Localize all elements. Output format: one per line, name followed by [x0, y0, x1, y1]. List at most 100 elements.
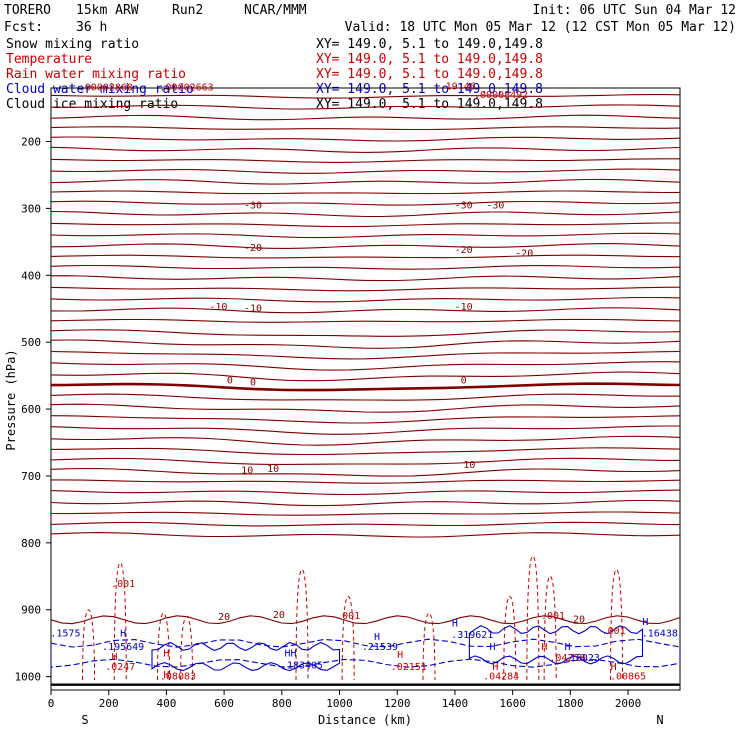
rain-water-contour: [543, 575, 557, 680]
isotherm-line: [50, 532, 681, 538]
header-fcst-value: 36 h: [76, 20, 107, 35]
isotherm-label: 0: [250, 378, 256, 389]
isotherm-line: [50, 511, 681, 516]
isotherm-line: [50, 403, 681, 413]
rain-water-label: 19.46: [446, 81, 476, 92]
maximum-marker: H: [489, 642, 495, 653]
legend-name-cloud-ice: Cloud ice mixing ratio: [6, 97, 178, 112]
rain-water-contour: [157, 612, 171, 680]
header-fcst-label: Fcst:: [4, 20, 43, 35]
isotherm-line: [50, 126, 681, 131]
rain-water-label: .04258: [549, 653, 585, 664]
isotherm-line: [50, 210, 681, 218]
rain-water-label: .04284: [483, 671, 519, 682]
direction-north: N: [656, 713, 663, 727]
y-tick-label: 900: [21, 604, 41, 617]
isotherm-line: [50, 190, 681, 195]
isotherm-line: [50, 264, 681, 270]
header-valid: Valid: 18 UTC Mon 05 Mar 12 (12 CST Mon …: [345, 20, 736, 35]
isotherm-label: 10: [463, 460, 475, 471]
isotherm-line: [50, 425, 680, 435]
maximum-marker: H: [120, 628, 126, 639]
isotherm-line: [50, 318, 681, 323]
rain-water-label: .00865: [610, 671, 646, 682]
isotherm-line: [50, 146, 681, 153]
isotherm-line: [50, 178, 681, 185]
isotherm-line: [50, 350, 681, 360]
x-tick-label: 2000: [615, 697, 642, 710]
x-tick-label: 1800: [557, 697, 584, 710]
rain-water-label: .00008492: [474, 90, 528, 101]
x-tick-label: 200: [99, 697, 119, 710]
isotherm-line: [50, 136, 681, 142]
isotherm-zero: [50, 382, 681, 392]
isotherm-label: -30: [486, 200, 504, 211]
legend-xy-temperature: XY= 149.0, 5.1 to 149.0,149.8: [316, 52, 543, 67]
legend-name-temperature: Temperature: [6, 52, 92, 67]
rain-water-label: .02151: [391, 662, 427, 673]
cloud-water-contour: [468, 625, 644, 665]
isotherm-line: [50, 499, 681, 507]
maximum-marker: H: [564, 642, 570, 653]
maximum-marker: H: [611, 662, 617, 673]
legend-name-rain: Rain water mixing ratio: [6, 67, 186, 82]
direction-south: S: [81, 713, 88, 727]
isotherm-line: [50, 168, 681, 174]
isotherm-line: [50, 447, 681, 456]
rain-water-group: [82, 555, 624, 680]
cloud-water-label: .319621: [451, 630, 493, 641]
isotherm-label: -20: [455, 245, 473, 256]
rain-water-contour: [295, 569, 309, 680]
isotherm-label: 10: [267, 464, 279, 475]
isotherm-line: [50, 521, 681, 527]
isotherm-label: -20: [515, 249, 533, 260]
maximum-marker: H: [492, 662, 498, 673]
rain-water-label: .0247: [105, 662, 135, 673]
y-axis: 200 300 400 500 600 700 800 900 1000: [15, 136, 51, 684]
header-org: NCAR/MMM: [244, 3, 307, 18]
legend-xy-rain: XY= 149.0, 5.1 to 149.0,149.8: [316, 67, 543, 82]
isotherm-line: [50, 371, 681, 382]
isotherm-line: [50, 275, 681, 282]
cloud-water-label: .183405: [281, 661, 323, 672]
y-tick-label: 300: [21, 202, 41, 215]
x-tick-label: 1000: [326, 697, 353, 710]
maximum-marker: H: [452, 618, 458, 629]
isotherm-label: 20: [218, 612, 230, 623]
header-init: Init: 06 UTC Sun 04 Mar 12: [533, 3, 737, 18]
maximum-marker: H: [163, 649, 169, 660]
isotherm-line: [50, 104, 681, 110]
isotherm-line: [50, 296, 681, 303]
isotherm-line: [50, 94, 681, 99]
isotherm-line: [50, 114, 681, 121]
cloud-water-label: .16023: [564, 653, 600, 664]
rain-water-contour: [610, 569, 624, 680]
rain-water-contour: [341, 595, 355, 680]
rain-water-contour: [180, 615, 194, 680]
maximum-marker: H: [541, 642, 547, 653]
y-tick-label: 200: [21, 136, 41, 149]
isotherm-twenty: [50, 615, 681, 625]
legend-name-cloud-water: Cloud water mixing ratio: [6, 82, 194, 97]
header-model: TORERO: [4, 3, 51, 18]
legend-xy-cloud-ice: XY= 149.0, 5.1 to 149.0,149.8: [316, 97, 543, 112]
isotherm-line: [50, 467, 681, 477]
isotherm-line: [50, 339, 681, 349]
y-tick-label: 800: [21, 537, 41, 550]
legend: Snow mixing ratio XY= 149.0, 5.1 to 149.…: [6, 37, 543, 112]
maximum-marker: H: [374, 632, 380, 643]
isotherm-line: [50, 415, 681, 424]
rain-water-contour: [503, 595, 517, 680]
y-tick-label: 700: [21, 470, 41, 483]
isotherm-label: 20: [273, 610, 285, 621]
rain-water-contour: [113, 562, 127, 680]
rain-water-label: .001: [602, 626, 626, 637]
isotherm-line: [50, 200, 681, 206]
maximum-marker: H: [163, 670, 169, 681]
isotherm-line: [50, 457, 680, 465]
isotherm-label: -10: [244, 303, 262, 314]
maximum-marker: H: [397, 650, 403, 661]
x-tick-label: 800: [272, 697, 292, 710]
isotherm-label: 20: [573, 614, 585, 625]
isotherm-line: [50, 222, 680, 228]
